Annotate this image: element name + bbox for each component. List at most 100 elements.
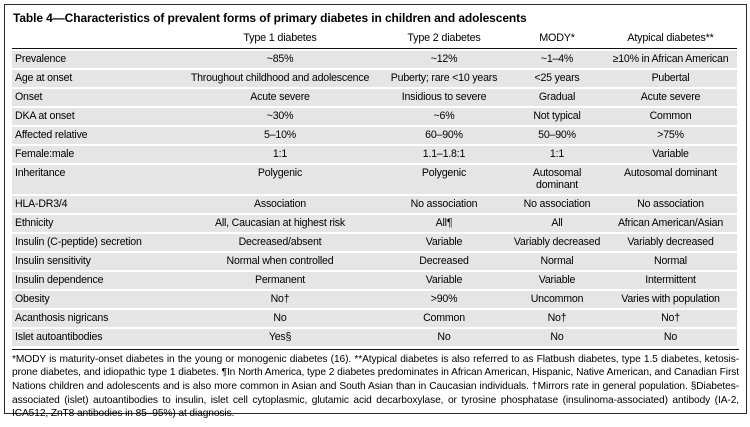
cell: Variably decreased — [604, 234, 737, 252]
cell: 60–90% — [378, 126, 510, 144]
table-row: Obesity No† >90% Uncommon Varies with popula… — [12, 290, 737, 308]
row-label: Age at onset — [12, 69, 182, 87]
cell: Common — [604, 107, 737, 125]
table-row: Insulin sensitivity Normal when controlle… — [12, 253, 737, 271]
cell: Common — [378, 309, 510, 327]
cell: Gradual — [510, 88, 604, 106]
cell: Normal — [604, 253, 737, 271]
cell: Autosomal dominant — [604, 164, 737, 195]
cell: >75% — [604, 126, 737, 144]
cell: African American/Asian — [604, 215, 737, 233]
cell: Insidious to severe — [378, 88, 510, 106]
row-label: Insulin dependence — [12, 272, 182, 289]
column-header: Atypical diabetes** — [604, 31, 737, 49]
cell: No† — [182, 290, 378, 308]
cell: ~6% — [378, 107, 510, 125]
cell: No association — [510, 196, 604, 214]
cell: Decreased/absent — [182, 234, 378, 252]
table-body: Prevalence ~85% ~12% ~1–4% ≥10% in African A… — [12, 51, 737, 346]
cell: Puberty; rare <10 years — [378, 69, 510, 87]
cell: >90% — [378, 290, 510, 308]
table-row: DKA at onset ~30% ~6% Not typical Common — [12, 107, 737, 125]
header-row: Type 1 diabetes Type 2 diabetes MODY* Atypi… — [12, 31, 737, 49]
table-row: Inheritance Polygenic Polygenic Autosomal d… — [12, 164, 737, 195]
row-label: Acanthosis nigricans — [12, 309, 182, 327]
cell: No association — [378, 196, 510, 214]
table-frame: Table 4—Characteristics of prevalent for… — [4, 4, 747, 419]
cell: Throughout childhood and adolescence — [182, 69, 378, 87]
cell: Pubertal — [604, 69, 737, 87]
row-label: Onset — [12, 88, 182, 106]
cell: Variably decreased — [510, 234, 604, 252]
cell: Variable — [378, 272, 510, 289]
cell: Normal — [510, 253, 604, 271]
cell: Uncommon — [510, 290, 604, 308]
table-row: Islet autoantibodies Yes§ No No No — [12, 328, 737, 346]
row-label: DKA at onset — [12, 107, 182, 125]
table-row: Acanthosis nigricans No Common No† No† — [12, 309, 737, 327]
cell: 1:1 — [182, 145, 378, 163]
cell: ~12% — [378, 51, 510, 68]
cell: ~30% — [182, 107, 378, 125]
cell: ~1–4% — [510, 51, 604, 68]
cell: Varies with population — [604, 290, 737, 308]
table-row: HLA-DR3/4 Association No association No ass… — [12, 196, 737, 214]
cell: No† — [604, 309, 737, 327]
table-header: Type 1 diabetes Type 2 diabetes MODY* Atypi… — [12, 31, 737, 49]
cell: All¶ — [378, 215, 510, 233]
cell: Not typical — [510, 107, 604, 125]
row-label: Insulin (C-peptide) secretion — [12, 234, 182, 252]
column-header: Type 2 diabetes — [378, 31, 510, 49]
cell: No — [604, 328, 737, 346]
row-label: Islet autoantibodies — [12, 328, 182, 346]
cell: No — [182, 309, 378, 327]
cell: 1.1–1.8:1 — [378, 145, 510, 163]
table-row: Affected relative 5–10% 60–90% 50–90% >75% — [12, 126, 737, 144]
cell: Decreased — [378, 253, 510, 271]
row-label: Insulin sensitivity — [12, 253, 182, 271]
cell: Association — [182, 196, 378, 214]
cell: Acute severe — [182, 88, 378, 106]
cell: 5–10% — [182, 126, 378, 144]
cell: Yes§ — [182, 328, 378, 346]
cell: All — [510, 215, 604, 233]
row-label: Ethnicity — [12, 215, 182, 233]
cell: No association — [604, 196, 737, 214]
cell: ~85% — [182, 51, 378, 68]
row-label: HLA-DR3/4 — [12, 196, 182, 214]
row-label: Affected relative — [12, 126, 182, 144]
table-row: Prevalence ~85% ~12% ~1–4% ≥10% in African A… — [12, 51, 737, 68]
table-row: Age at onset Throughout childhood and ado… — [12, 69, 737, 87]
cell: Polygenic — [182, 164, 378, 195]
cell: 50–90% — [510, 126, 604, 144]
cell: No — [510, 328, 604, 346]
cell: Normal when controlled — [182, 253, 378, 271]
cell: Permanent — [182, 272, 378, 289]
cell: No† — [510, 309, 604, 327]
table-row: Onset Acute severe Insidious to severe Grad… — [12, 88, 737, 106]
cell: Polygenic — [378, 164, 510, 195]
column-header: MODY* — [510, 31, 604, 49]
column-header: Type 1 diabetes — [182, 31, 378, 49]
table-row: Insulin dependence Permanent Variable Varia… — [12, 272, 737, 289]
table-footnote: *MODY is maturity-onset diabetes in the … — [12, 348, 739, 421]
cell: Acute severe — [604, 88, 737, 106]
cell: ≥10% in African American — [604, 51, 737, 68]
cell: Variable — [378, 234, 510, 252]
table-title: Table 4—Characteristics of prevalent for… — [13, 11, 527, 25]
cell: 1:1 — [510, 145, 604, 163]
cell: All, Caucasian at highest risk — [182, 215, 378, 233]
cell: Autosomal dominant — [510, 164, 604, 195]
cell: Intermittent — [604, 272, 737, 289]
table-row: Insulin (C-peptide) secretion Decreased/a… — [12, 234, 737, 252]
table-row: Female:male 1:1 1.1–1.8:1 1:1 Variable — [12, 145, 737, 163]
row-label-header — [12, 31, 182, 49]
row-label: Female:male — [12, 145, 182, 163]
row-label: Inheritance — [12, 164, 182, 195]
cell: No — [378, 328, 510, 346]
cell: <25 years — [510, 69, 604, 87]
table-row: Ethnicity All, Caucasian at highest risk A… — [12, 215, 737, 233]
cell: Variable — [604, 145, 737, 163]
cell: Variable — [510, 272, 604, 289]
row-label: Prevalence — [12, 51, 182, 68]
